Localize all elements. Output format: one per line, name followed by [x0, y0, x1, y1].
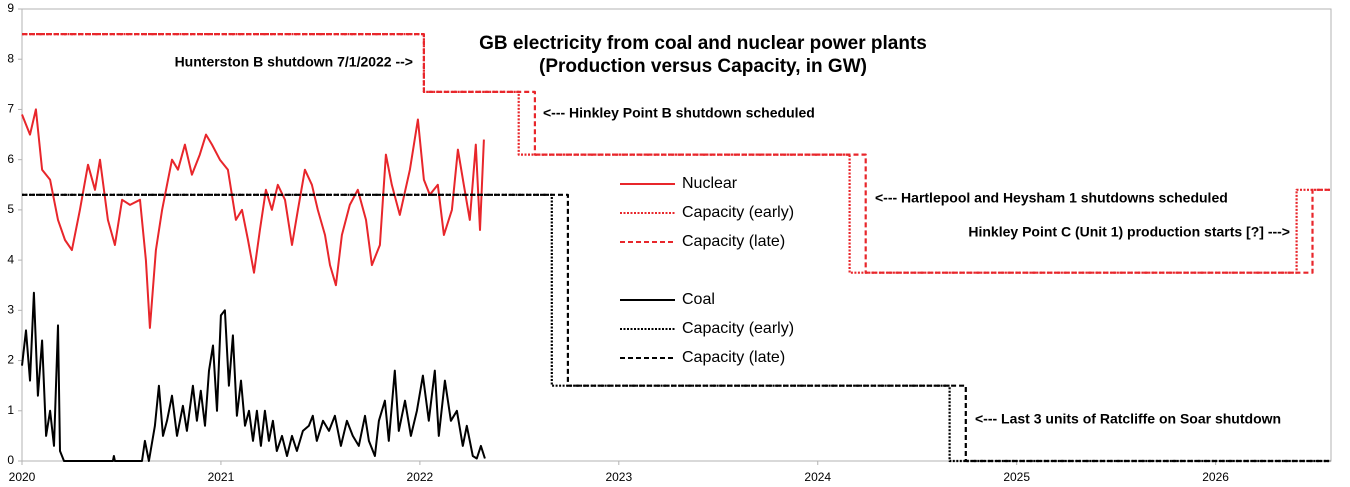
x-tick-label: 2023 [605, 470, 632, 484]
y-tick-label: 3 [7, 303, 14, 317]
annotation: <--- Last 3 units of Ratcliffe on Soar s… [975, 411, 1281, 427]
legend-label: Capacity (early) [682, 320, 794, 337]
x-tick-label: 2026 [1202, 470, 1229, 484]
x-tick-label: 2025 [1003, 470, 1030, 484]
x-tick-label: 2024 [804, 470, 831, 484]
y-tick-label: 1 [7, 403, 14, 417]
y-tick-label: 5 [7, 202, 14, 216]
series-line [21, 291, 486, 462]
chart-subtitle: (Production versus Capacity, in GW) [539, 56, 867, 77]
legend-label: Capacity (late) [682, 233, 785, 250]
annotation: Hinkley Point C (Unit 1) production star… [968, 224, 1290, 240]
chart-title: GB electricity from coal and nuclear pow… [479, 33, 927, 54]
x-tick-label: 2020 [9, 470, 36, 484]
annotation: <--- Hartlepool and Heysham 1 shutdowns … [875, 190, 1228, 206]
legend-label: Capacity (early) [682, 204, 794, 221]
y-tick-label: 2 [7, 353, 14, 367]
y-tick-label: 0 [7, 453, 14, 467]
series-line [22, 33, 1331, 274]
y-tick-label: 8 [7, 51, 14, 65]
legend-label: Nuclear [682, 175, 738, 192]
y-tick-label: 6 [7, 152, 14, 166]
legend-label: Coal [682, 291, 715, 308]
legend-label: Capacity (late) [682, 349, 785, 366]
series-line [22, 33, 1331, 274]
plot-frame [21, 8, 1332, 462]
y-tick-label: 9 [7, 1, 14, 15]
x-tick-label: 2022 [407, 470, 434, 484]
annotation: Hunterston B shutdown 7/1/2022 --> [175, 54, 413, 70]
y-tick-label: 7 [7, 102, 14, 116]
annotation: <--- Hinkley Point B shutdown scheduled [543, 105, 815, 121]
x-tick-label: 2021 [208, 470, 235, 484]
series-line [21, 108, 485, 329]
y-tick-label: 4 [7, 252, 14, 266]
